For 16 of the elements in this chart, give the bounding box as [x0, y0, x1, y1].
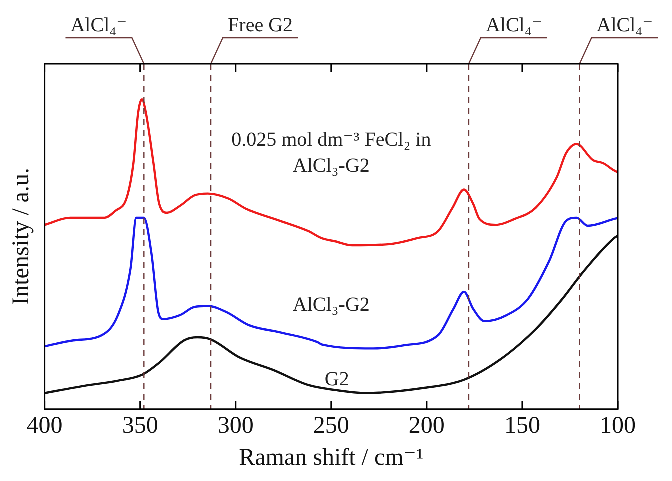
- series-label: G2: [324, 368, 350, 390]
- y-axis-title: Intensity / a.u.: [8, 168, 35, 306]
- series-label: AlCl₃-G2: [292, 294, 370, 316]
- ref-line-label: AlCl₄⁻: [486, 14, 542, 36]
- x-tick-label: 300: [218, 413, 254, 440]
- x-tick-label: 350: [122, 413, 158, 440]
- x-tick-label: 150: [504, 413, 540, 440]
- x-tick-label: 200: [408, 413, 445, 440]
- ref-line-label: Free G2: [228, 14, 294, 36]
- x-tick-label: 400: [26, 413, 63, 440]
- x-axis-title: Raman shift / cm⁻¹: [239, 444, 424, 471]
- ref-line-label: AlCl₄⁻: [596, 14, 654, 36]
- ref-line-label: AlCl₄⁻: [70, 14, 128, 36]
- x-tick-label: 100: [600, 413, 636, 440]
- x-tick-label: 250: [313, 413, 350, 440]
- series-label: 0.025 mol dm⁻³ FeCl₂ in AlCl₃-G2: [232, 129, 432, 178]
